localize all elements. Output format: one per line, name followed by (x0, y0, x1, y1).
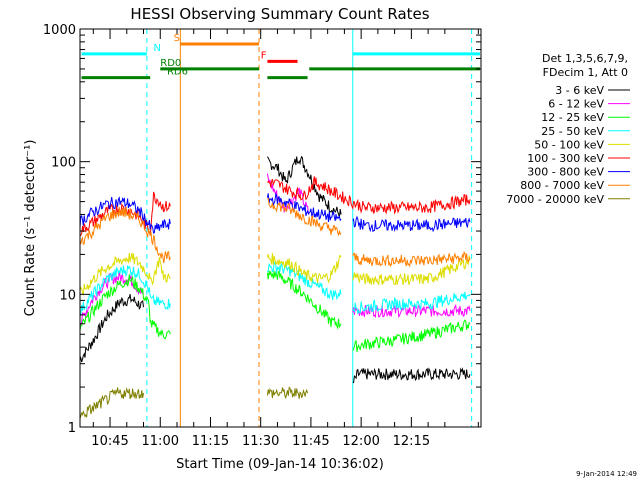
series-segment (266, 173, 310, 215)
series-segment (352, 215, 471, 233)
series-segment (266, 192, 342, 223)
legend-entry-label: 300 - 800 keV (527, 166, 604, 179)
series-segment (267, 197, 342, 237)
series-group (80, 155, 471, 419)
x-tick-label: 11:15 (192, 434, 229, 449)
series-segment (352, 319, 471, 353)
series-segment (80, 387, 144, 419)
y-tick-label: 1 (68, 421, 76, 436)
legend-entry-label: 12 - 25 keV (541, 111, 604, 124)
y-tick-label: 1000 (43, 23, 76, 38)
series-segment (80, 265, 171, 317)
chart-title: HESSI Observing Summary Count Rates (130, 5, 429, 23)
y-tick-label: 10 (59, 288, 76, 303)
legend-entry-label: 6 - 12 keV (548, 98, 604, 111)
legend: Det 1,3,5,6,7,9,FDecim 1, Att 0 3 - 6 keV… (506, 52, 630, 206)
flag-label: RD6 (167, 67, 188, 78)
series-segment (352, 255, 471, 286)
series-line (80, 197, 471, 268)
flag-label: F (261, 50, 267, 61)
legend-header: FDecim 1, Att 0 (543, 66, 628, 79)
series-segment (80, 293, 144, 363)
series-segment (80, 252, 171, 297)
flag-label: RD0 (160, 58, 181, 69)
y-axis-label: Count Rate (s⁻¹ detector⁻¹) (23, 140, 38, 317)
series-segment (266, 155, 342, 219)
flag-label: N (154, 43, 161, 54)
vertical-marker-lines (79, 29, 473, 427)
flag-label: S (174, 33, 180, 44)
series-segment (266, 260, 342, 301)
series-line (80, 155, 471, 384)
series-segment (352, 250, 471, 268)
x-tick-label: 11:30 (242, 434, 279, 449)
series-segment (267, 176, 471, 215)
x-tick-label: 11:00 (142, 434, 179, 449)
series-line (80, 260, 471, 317)
series-segment (352, 291, 471, 316)
x-tick-label: 11:45 (292, 434, 329, 449)
legend-entry-label: 100 - 300 keV (527, 152, 604, 165)
series-segment (352, 367, 471, 384)
series-line (80, 269, 471, 353)
series-line (80, 176, 471, 236)
series-line (80, 192, 471, 234)
series-line (80, 386, 309, 419)
legend-entry-label: 3 - 6 keV (555, 84, 604, 97)
x-tick-label: 12:15 (393, 434, 430, 449)
x-tick-label: 10:45 (91, 434, 128, 449)
legend-entry-label: 7000 - 20000 keV (506, 193, 604, 206)
series-segment (266, 386, 309, 400)
x-axis-label: Start Time (09-Jan-14 10:36:02) (176, 457, 384, 472)
x-axis-ticks: 10:45 11:00 11:15 11:30 11:45 12:00 12:15 (91, 29, 479, 449)
series-segment (266, 269, 342, 330)
legend-header: Det 1,3,5,6,7,9, (542, 52, 628, 65)
y-tick-label: 100 (51, 156, 76, 171)
series-line (80, 252, 471, 297)
legend-entry-label: 800 - 7000 keV (520, 179, 604, 192)
series-segment (266, 252, 342, 284)
legend-entry-label: 50 - 100 keV (534, 138, 604, 151)
y-axis-ticks: 1 10 100 1000 (43, 23, 481, 436)
series-segment (80, 207, 171, 264)
plot-frame (79, 28, 482, 428)
series-segment (80, 274, 171, 340)
x-tick-label: 12:00 (342, 434, 379, 449)
legend-entry-label: 25 - 50 keV (541, 125, 604, 138)
series-segment (80, 196, 171, 234)
footer-date: 9-Jan-2014 12:49 (576, 470, 637, 478)
